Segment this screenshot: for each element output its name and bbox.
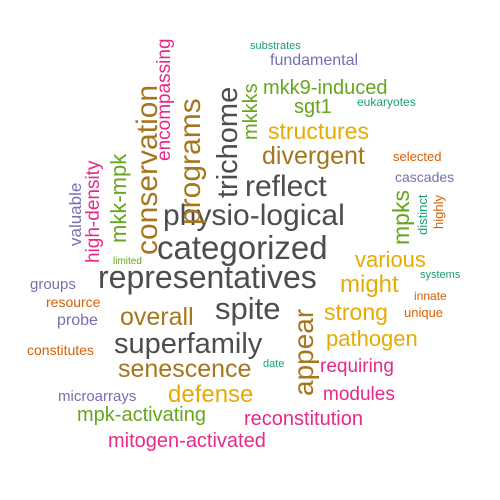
word-innate: innate <box>414 289 447 303</box>
word-constitutes: constitutes <box>27 342 94 358</box>
word-physio-logical: physio-logical <box>163 199 345 232</box>
word-spite: spite <box>215 291 281 326</box>
word-programs: programs <box>174 98 207 225</box>
word-systems: systems <box>420 269 461 281</box>
word-eukaryotes: eukaryotes <box>357 95 416 109</box>
word-selected: selected <box>393 149 442 164</box>
word-strong: strong <box>324 299 388 325</box>
word-might: might <box>340 271 399 298</box>
word-high-density: high-density <box>83 160 104 263</box>
word-mpk-activating: mpk-activating <box>77 404 206 426</box>
word-defense: defense <box>168 381 254 408</box>
word-overall: overall <box>120 303 194 331</box>
word-requiring: requiring <box>320 356 394 377</box>
word-sgt1: sgt1 <box>294 96 332 118</box>
word-representatives: representatives <box>98 259 317 295</box>
word-conservation: conservation <box>131 84 164 255</box>
word-unique: unique <box>404 305 444 320</box>
word-mkkks: mkkks <box>240 83 262 140</box>
word-superfamily: superfamily <box>114 328 263 360</box>
word-distinct: distinct <box>415 194 430 235</box>
word-valuable: valuable <box>66 182 85 246</box>
word-mkk9-induced: mkk9-induced <box>263 77 388 99</box>
word-groups: groups <box>30 276 76 293</box>
word-reconstitution: reconstitution <box>244 408 363 430</box>
word-appear: appear <box>288 308 319 396</box>
word-divergent: divergent <box>262 142 365 170</box>
word-various: various <box>355 247 426 272</box>
word-probe: probe <box>57 312 98 329</box>
word-structures: structures <box>268 118 369 144</box>
word-mitogen-activated: mitogen-activated <box>108 430 266 452</box>
word-date: date <box>263 358 285 370</box>
word-mkk-mpk: mkk-mpk <box>106 153 131 243</box>
word-substrates: substrates <box>250 40 301 52</box>
word-categorized: categorized <box>157 229 328 266</box>
word-limited: limited <box>113 256 142 267</box>
word-pathogen: pathogen <box>326 326 418 351</box>
word-senescence: senescence <box>118 355 252 383</box>
word-microarrays: microarrays <box>58 388 137 405</box>
word-trichome: trichome <box>212 86 244 198</box>
word-mpks: mpks <box>388 190 414 245</box>
word-reflect: reflect <box>245 170 327 203</box>
word-cascades: cascades <box>395 169 455 185</box>
word-modules: modules <box>323 384 395 405</box>
word-highly: highly <box>431 195 446 229</box>
word-resource: resource <box>46 294 101 310</box>
word-fundamental: fundamental <box>270 52 359 69</box>
